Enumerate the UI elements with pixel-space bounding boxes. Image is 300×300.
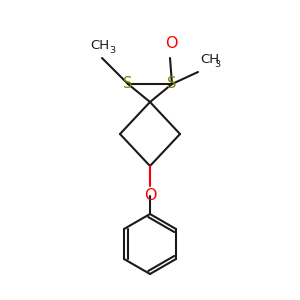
- Text: O: O: [144, 188, 156, 203]
- Text: 3: 3: [109, 46, 115, 55]
- Text: 3: 3: [214, 60, 220, 69]
- Text: CH: CH: [200, 53, 219, 66]
- Text: O: O: [165, 36, 177, 51]
- Text: S: S: [123, 76, 133, 92]
- Text: S: S: [167, 76, 177, 92]
- Text: CH: CH: [90, 39, 110, 52]
